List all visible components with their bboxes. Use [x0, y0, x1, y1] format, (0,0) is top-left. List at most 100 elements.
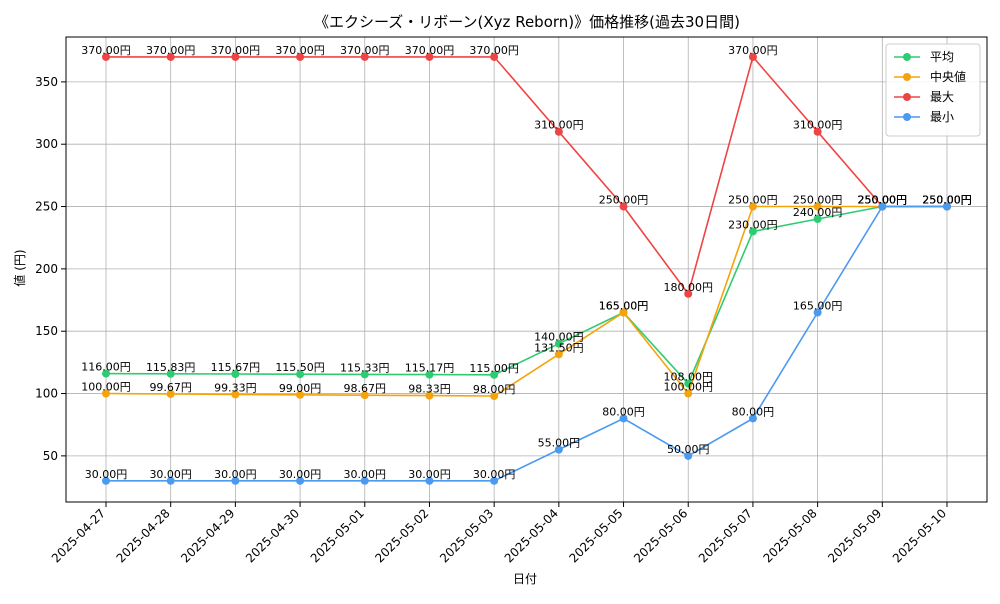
y-tick-label: 350 [35, 75, 58, 89]
data-point [490, 476, 499, 485]
data-point [619, 414, 628, 423]
x-tick-label: 2025-04-27 [49, 506, 108, 565]
data-point [748, 227, 757, 236]
data-label: 30.00円 [149, 468, 192, 481]
data-point [102, 389, 110, 398]
data-point [360, 476, 369, 485]
data-point [554, 127, 563, 136]
data-point [813, 127, 822, 136]
x-tick-label: 2025-05-10 [890, 506, 949, 565]
data-label: 250.00円 [858, 194, 908, 207]
y-tick-label: 300 [35, 137, 58, 151]
data-label: 99.33円 [214, 381, 257, 394]
data-point [878, 202, 887, 211]
data-label: 250.00円 [599, 194, 649, 207]
legend-label: 中央値 [930, 69, 966, 84]
data-label: 180.00円 [663, 281, 713, 294]
data-point [619, 202, 628, 211]
chart-title: 《エクシーズ・リボーン(Xyz Reborn)》価格推移(過去30日間) [314, 13, 740, 31]
data-label: 99.67円 [149, 381, 192, 394]
data-label: 370.00円 [728, 44, 778, 57]
data-label: 370.00円 [146, 44, 196, 57]
data-label: 116.00円 [81, 361, 131, 374]
data-point [231, 52, 240, 61]
x-tick-label: 2025-04-30 [243, 506, 302, 565]
data-point [813, 215, 822, 224]
series-lines [102, 52, 951, 485]
data-point [166, 52, 175, 61]
data-label: 250.00円 [922, 194, 972, 207]
data-point [425, 476, 434, 485]
data-label: 240.00円 [793, 206, 843, 219]
y-tick-label: 200 [35, 262, 58, 276]
data-label: 115.83円 [146, 361, 196, 374]
data-label: 30.00円 [344, 468, 387, 481]
data-label: 370.00円 [469, 44, 519, 57]
data-point [231, 370, 240, 379]
data-point [231, 476, 240, 485]
data-point [425, 391, 434, 400]
data-point [296, 390, 305, 399]
data-point [554, 350, 563, 359]
x-tick-label: 2025-05-03 [437, 506, 496, 565]
x-tick-label: 2025-05-06 [631, 506, 690, 565]
y-tick-label: 50 [43, 449, 58, 463]
data-point [490, 52, 499, 61]
data-point [554, 339, 563, 348]
x-axis-label: 日付 [513, 572, 537, 586]
data-point [296, 370, 305, 379]
data-label: 250.00円 [922, 194, 972, 207]
data-label: 55.00円 [538, 437, 581, 450]
legend-swatch-marker [903, 93, 911, 101]
data-point [166, 369, 175, 378]
data-label: 108.00円 [663, 371, 713, 384]
data-label: 370.00円 [405, 44, 455, 57]
x-tick-label: 2025-05-09 [825, 506, 884, 565]
x-tick-label: 2025-05-05 [566, 506, 625, 565]
legend-label: 最大 [930, 90, 954, 104]
series-line [106, 55, 947, 296]
x-tick-label: 2025-04-29 [178, 506, 237, 565]
legend-frame [885, 43, 981, 137]
data-label: 30.00円 [408, 468, 451, 481]
data-point [360, 391, 369, 400]
data-label: 115.17円 [405, 362, 455, 375]
data-point [360, 52, 369, 61]
data-point [102, 369, 110, 378]
data-label: 230.00円 [728, 218, 778, 231]
data-label: 30.00円 [279, 468, 322, 481]
data-point [684, 451, 693, 460]
data-label: 165.00円 [599, 300, 649, 313]
data-labels: 116.00円 115.83円 115.67円 115.50円 115.33円 115.1… [81, 44, 972, 481]
data-label: 165.00円 [599, 300, 649, 313]
data-label: 115.00円 [469, 362, 519, 375]
data-point [684, 289, 693, 298]
y-tick-label: 250 [35, 200, 58, 214]
data-label: 370.00円 [340, 44, 390, 57]
data-label: 115.67円 [211, 361, 261, 374]
data-label: 370.00円 [211, 44, 261, 57]
data-point [490, 370, 499, 379]
data-point [619, 308, 628, 317]
x-tick-label: 2025-05-01 [308, 506, 367, 565]
series-最大 [102, 52, 951, 298]
data-point [943, 202, 951, 211]
x-tick-label: 2025-05-07 [696, 506, 755, 565]
y-tick-label: 150 [35, 324, 58, 338]
data-label: 250.00円 [922, 194, 972, 207]
data-point [360, 370, 369, 379]
data-label: 30.00円 [85, 468, 128, 481]
data-label: 310.00円 [534, 119, 584, 132]
data-point [425, 370, 434, 379]
data-label: 250.00円 [793, 194, 843, 207]
data-point [296, 476, 305, 485]
data-label: 80.00円 [732, 405, 775, 418]
data-label: 30.00円 [473, 468, 516, 481]
data-point [231, 390, 240, 399]
data-point [166, 389, 175, 398]
data-point [748, 414, 757, 423]
data-label: 115.33円 [340, 361, 390, 374]
data-label: 250.00円 [858, 194, 908, 207]
